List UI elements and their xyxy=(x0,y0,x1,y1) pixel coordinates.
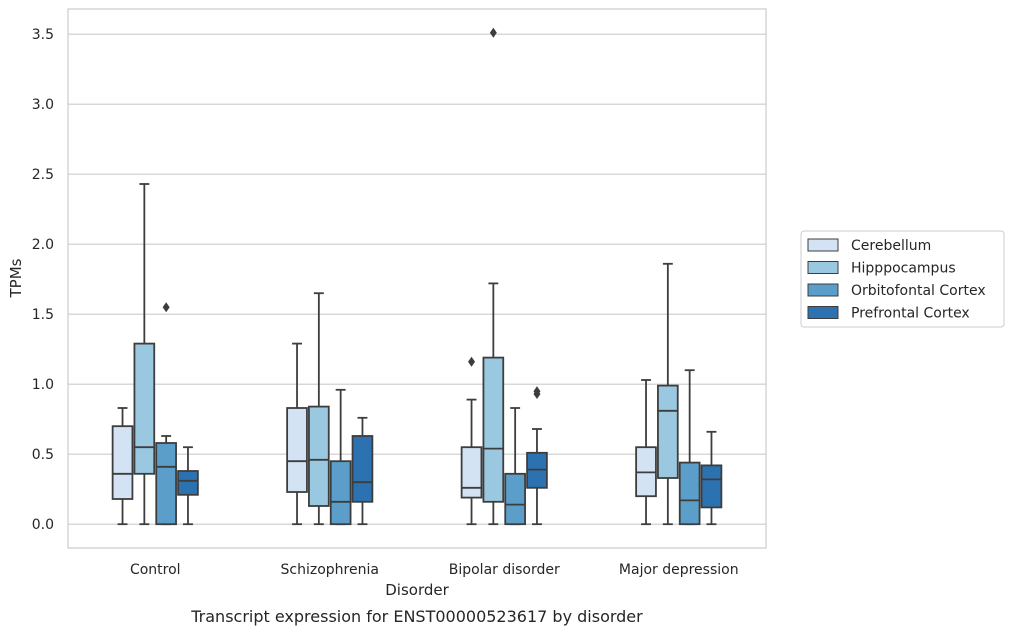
box-2-0 xyxy=(460,356,483,526)
y-tick-label: 2.0 xyxy=(32,237,54,253)
x-tick-label: Control xyxy=(130,562,181,578)
box-2-3 xyxy=(526,386,548,526)
box-3-3 xyxy=(700,430,723,526)
box-0-0 xyxy=(111,407,134,526)
outlier-point xyxy=(468,356,476,367)
box-1-0 xyxy=(286,342,308,526)
box-body xyxy=(329,460,352,526)
y-tick-label: 0.0 xyxy=(32,517,54,533)
box-body xyxy=(133,342,156,475)
box-body xyxy=(111,425,134,500)
box-body xyxy=(700,464,723,509)
box-0-1 xyxy=(133,183,156,526)
box-1-1 xyxy=(308,292,330,526)
box-body xyxy=(177,470,199,496)
y-tick-label: 3.0 xyxy=(32,97,54,113)
x-tick-label: Bipolar disorder xyxy=(449,562,560,578)
box-body xyxy=(286,407,308,493)
chart-caption: Transcript expression for ENST0000052361… xyxy=(190,607,643,626)
box-body xyxy=(657,384,679,479)
x-axis-label: Disorder xyxy=(385,581,449,599)
box-0-3 xyxy=(177,446,199,526)
legend-swatch xyxy=(807,283,839,297)
plot-area-frame xyxy=(67,8,767,549)
outlier-point xyxy=(162,302,170,313)
box-1-3 xyxy=(351,416,374,526)
legend-label: Orbitofontal Cortex xyxy=(851,283,986,299)
y-tick-label: 3.5 xyxy=(32,27,54,43)
legend-swatch xyxy=(807,238,839,252)
box-2-1 xyxy=(482,27,505,526)
box-2-2 xyxy=(504,407,526,526)
box-body xyxy=(351,435,374,503)
y-tick-label: 2.5 xyxy=(32,167,54,183)
box-body xyxy=(678,461,701,526)
legend-label: Prefrontal Cortex xyxy=(851,306,970,322)
y-tick-label: 1.0 xyxy=(32,377,54,393)
legend: Cerebellum Hipppocampus Orbitofontal Corte… xyxy=(800,230,1005,328)
box-body xyxy=(155,442,177,526)
outlier-point xyxy=(489,27,497,38)
box-3-1 xyxy=(657,262,679,526)
legend-swatch xyxy=(807,306,839,319)
y-tick-label: 0.5 xyxy=(32,447,54,463)
box-1-2 xyxy=(329,388,352,526)
boxes xyxy=(111,27,723,526)
box-body xyxy=(308,405,330,507)
x-axis-ticks: Control Schizophrenia Bipolar disorder Majo… xyxy=(130,562,739,578)
legend-label: Hipppocampus xyxy=(851,261,956,277)
x-tick-label: Schizophrenia xyxy=(281,562,379,578)
legend-swatch xyxy=(807,261,839,274)
y-tick-label: 1.5 xyxy=(32,307,54,323)
box-body xyxy=(460,446,483,499)
box-body xyxy=(482,356,505,503)
box-0-2 xyxy=(155,302,177,526)
outlier-point xyxy=(533,386,541,397)
grid-lines xyxy=(68,33,766,525)
x-tick-label: Major depression xyxy=(619,562,739,578)
box-body xyxy=(504,472,526,526)
box-3-0 xyxy=(635,379,657,526)
box-3-2 xyxy=(678,369,701,526)
legend-frame xyxy=(800,230,1005,328)
y-axis-label: TPMs xyxy=(7,258,25,298)
y-axis-ticks: 0.0 0.5 1.0 1.5 2.0 2.5 3.0 3.5 xyxy=(32,27,54,533)
legend-label: Cerebellum xyxy=(851,238,931,254)
